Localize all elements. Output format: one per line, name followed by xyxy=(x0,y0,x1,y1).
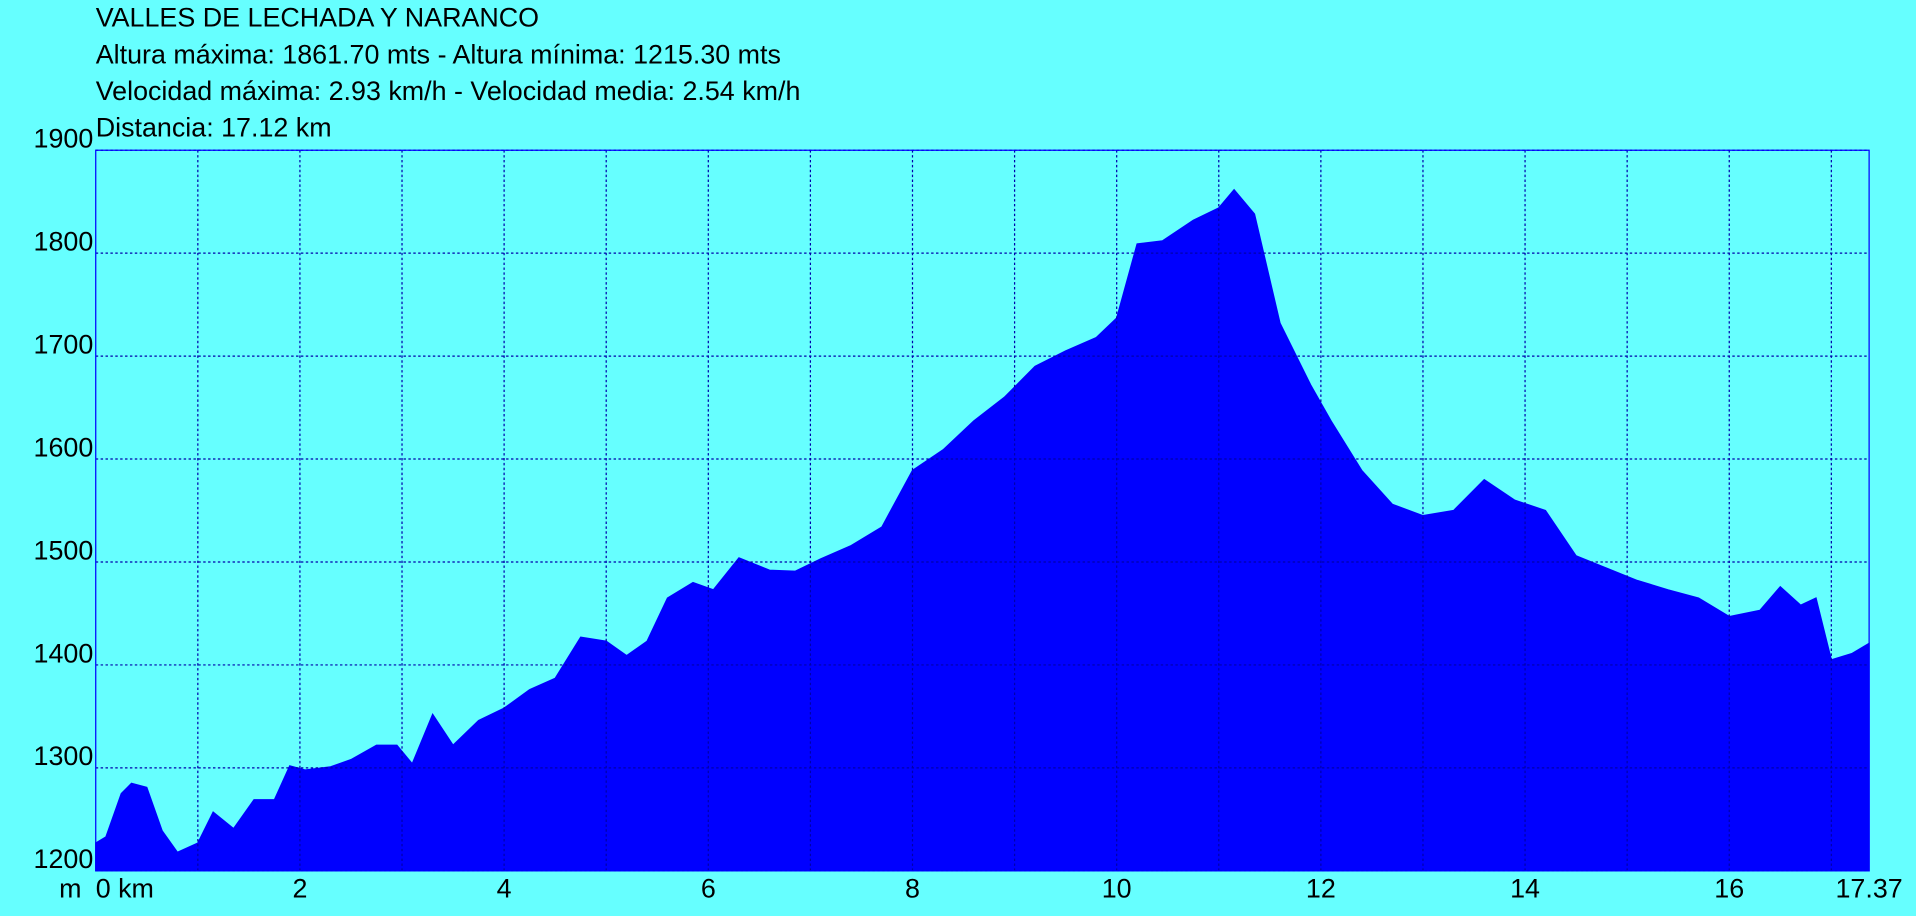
x-tick-label: 0 km xyxy=(96,873,154,903)
y-tick-label: 1700 xyxy=(34,329,94,359)
x-tick-label: 12 xyxy=(1306,873,1336,903)
elevation-area xyxy=(95,188,1870,872)
x-tick-label: 8 xyxy=(905,873,920,903)
plot-border xyxy=(95,149,1870,872)
y-tick-label: 1800 xyxy=(34,226,94,256)
x-tick-label: 10 xyxy=(1102,873,1132,903)
info-line: Distancia: 17.12 km xyxy=(96,113,332,143)
y-axis-label: m xyxy=(59,873,81,903)
info-line: Velocidad máxima: 2.93 km/h - Velocidad … xyxy=(96,76,801,106)
y-tick-label: 1400 xyxy=(34,638,94,668)
x-tick-label: 17.37 xyxy=(1836,873,1903,903)
y-tick-label: 1900 xyxy=(34,124,94,154)
chart-title: VALLES DE LECHADA Y NARANCO xyxy=(96,3,539,33)
x-tick-label: 6 xyxy=(701,873,716,903)
x-tick-label: 2 xyxy=(292,873,307,903)
y-tick-label: 1500 xyxy=(34,535,94,565)
x-tick-label: 14 xyxy=(1510,873,1540,903)
y-tick-label: 1200 xyxy=(34,844,94,874)
y-tick-label: 1300 xyxy=(34,741,94,771)
info-line: Altura máxima: 1861.70 mts - Altura míni… xyxy=(96,39,781,69)
y-tick-label: 1600 xyxy=(34,432,94,462)
x-tick-label: 16 xyxy=(1714,873,1744,903)
x-tick-label: 4 xyxy=(497,873,512,903)
